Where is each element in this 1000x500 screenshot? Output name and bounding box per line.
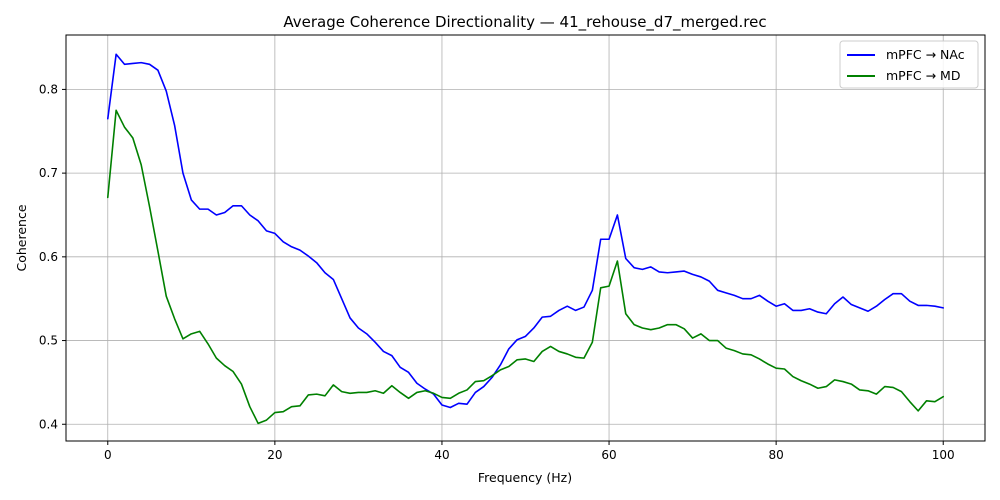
series-line-mpfc-md bbox=[106, 109, 945, 425]
x-tick-label: 80 bbox=[768, 448, 783, 462]
y-axis-ticks: 0.4 0.5 0.6 0.7 0.8 bbox=[39, 82, 66, 431]
legend-label-md: mPFC → MD bbox=[886, 68, 960, 83]
y-tick-label: 0.4 bbox=[39, 417, 58, 431]
y-tick-label: 0.7 bbox=[39, 166, 58, 180]
y-axis-label: Coherence bbox=[14, 204, 29, 271]
y-tick-label: 0.6 bbox=[39, 250, 58, 264]
x-tick-label: 60 bbox=[601, 448, 616, 462]
grid-lines bbox=[66, 35, 985, 441]
chart-title: Average Coherence Directionality — 41_re… bbox=[283, 13, 766, 32]
x-axis-label: Frequency (Hz) bbox=[478, 470, 572, 485]
legend: mPFC → NAc mPFC → MD bbox=[839, 40, 979, 89]
legend-label-nac: mPFC → NAc bbox=[886, 47, 965, 62]
x-axis-ticks: 0 20 40 60 80 100 bbox=[104, 441, 955, 462]
series-line-mpfc-nac bbox=[106, 53, 945, 409]
plot-series bbox=[106, 53, 945, 425]
plot-frame bbox=[65, 34, 986, 442]
x-tick-label: 40 bbox=[434, 448, 449, 462]
x-tick-label: 20 bbox=[267, 448, 282, 462]
y-tick-label: 0.5 bbox=[39, 334, 58, 348]
x-tick-label: 0 bbox=[104, 448, 112, 462]
x-tick-label: 100 bbox=[932, 448, 955, 462]
y-tick-label: 0.8 bbox=[39, 82, 58, 96]
